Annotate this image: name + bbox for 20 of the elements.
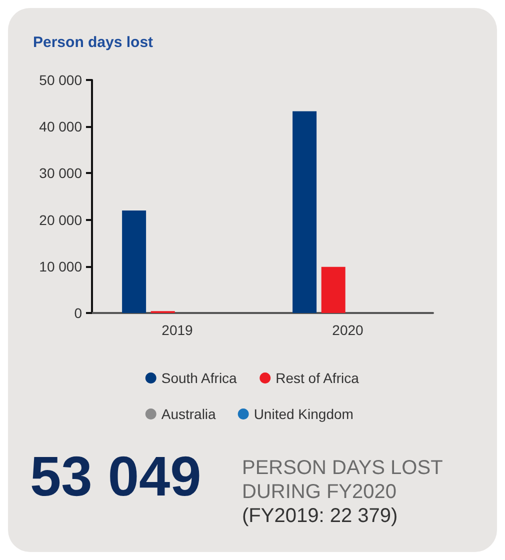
y-tick-label: 10 000 (39, 258, 82, 274)
bar (292, 111, 317, 313)
y-tick-label: 20 000 (39, 212, 82, 228)
y-tick-label: 40 000 (39, 118, 82, 135)
y-tick-label: 0 (74, 305, 82, 321)
text: DURING FY2020 (242, 481, 396, 503)
x-tick-label: 2020 (332, 322, 364, 338)
x-tick-label: 2019 (162, 322, 194, 338)
y-tick-label: 50 000 (39, 72, 82, 88)
legend-label: Rest of Africa (276, 370, 360, 386)
legend-label: South Africa (161, 370, 238, 386)
text: (FY2019: 22 379) (242, 505, 398, 527)
text: PERSON DAYS LOST (242, 457, 443, 479)
bar (122, 210, 146, 313)
bar (321, 266, 346, 313)
chart-title: Person days lost (33, 34, 154, 51)
legend-label: Australia (161, 406, 216, 422)
legend-label: United Kingdom (254, 406, 354, 422)
text: 53 049 (30, 444, 202, 508)
y-tick-label: 30 000 (39, 165, 82, 182)
